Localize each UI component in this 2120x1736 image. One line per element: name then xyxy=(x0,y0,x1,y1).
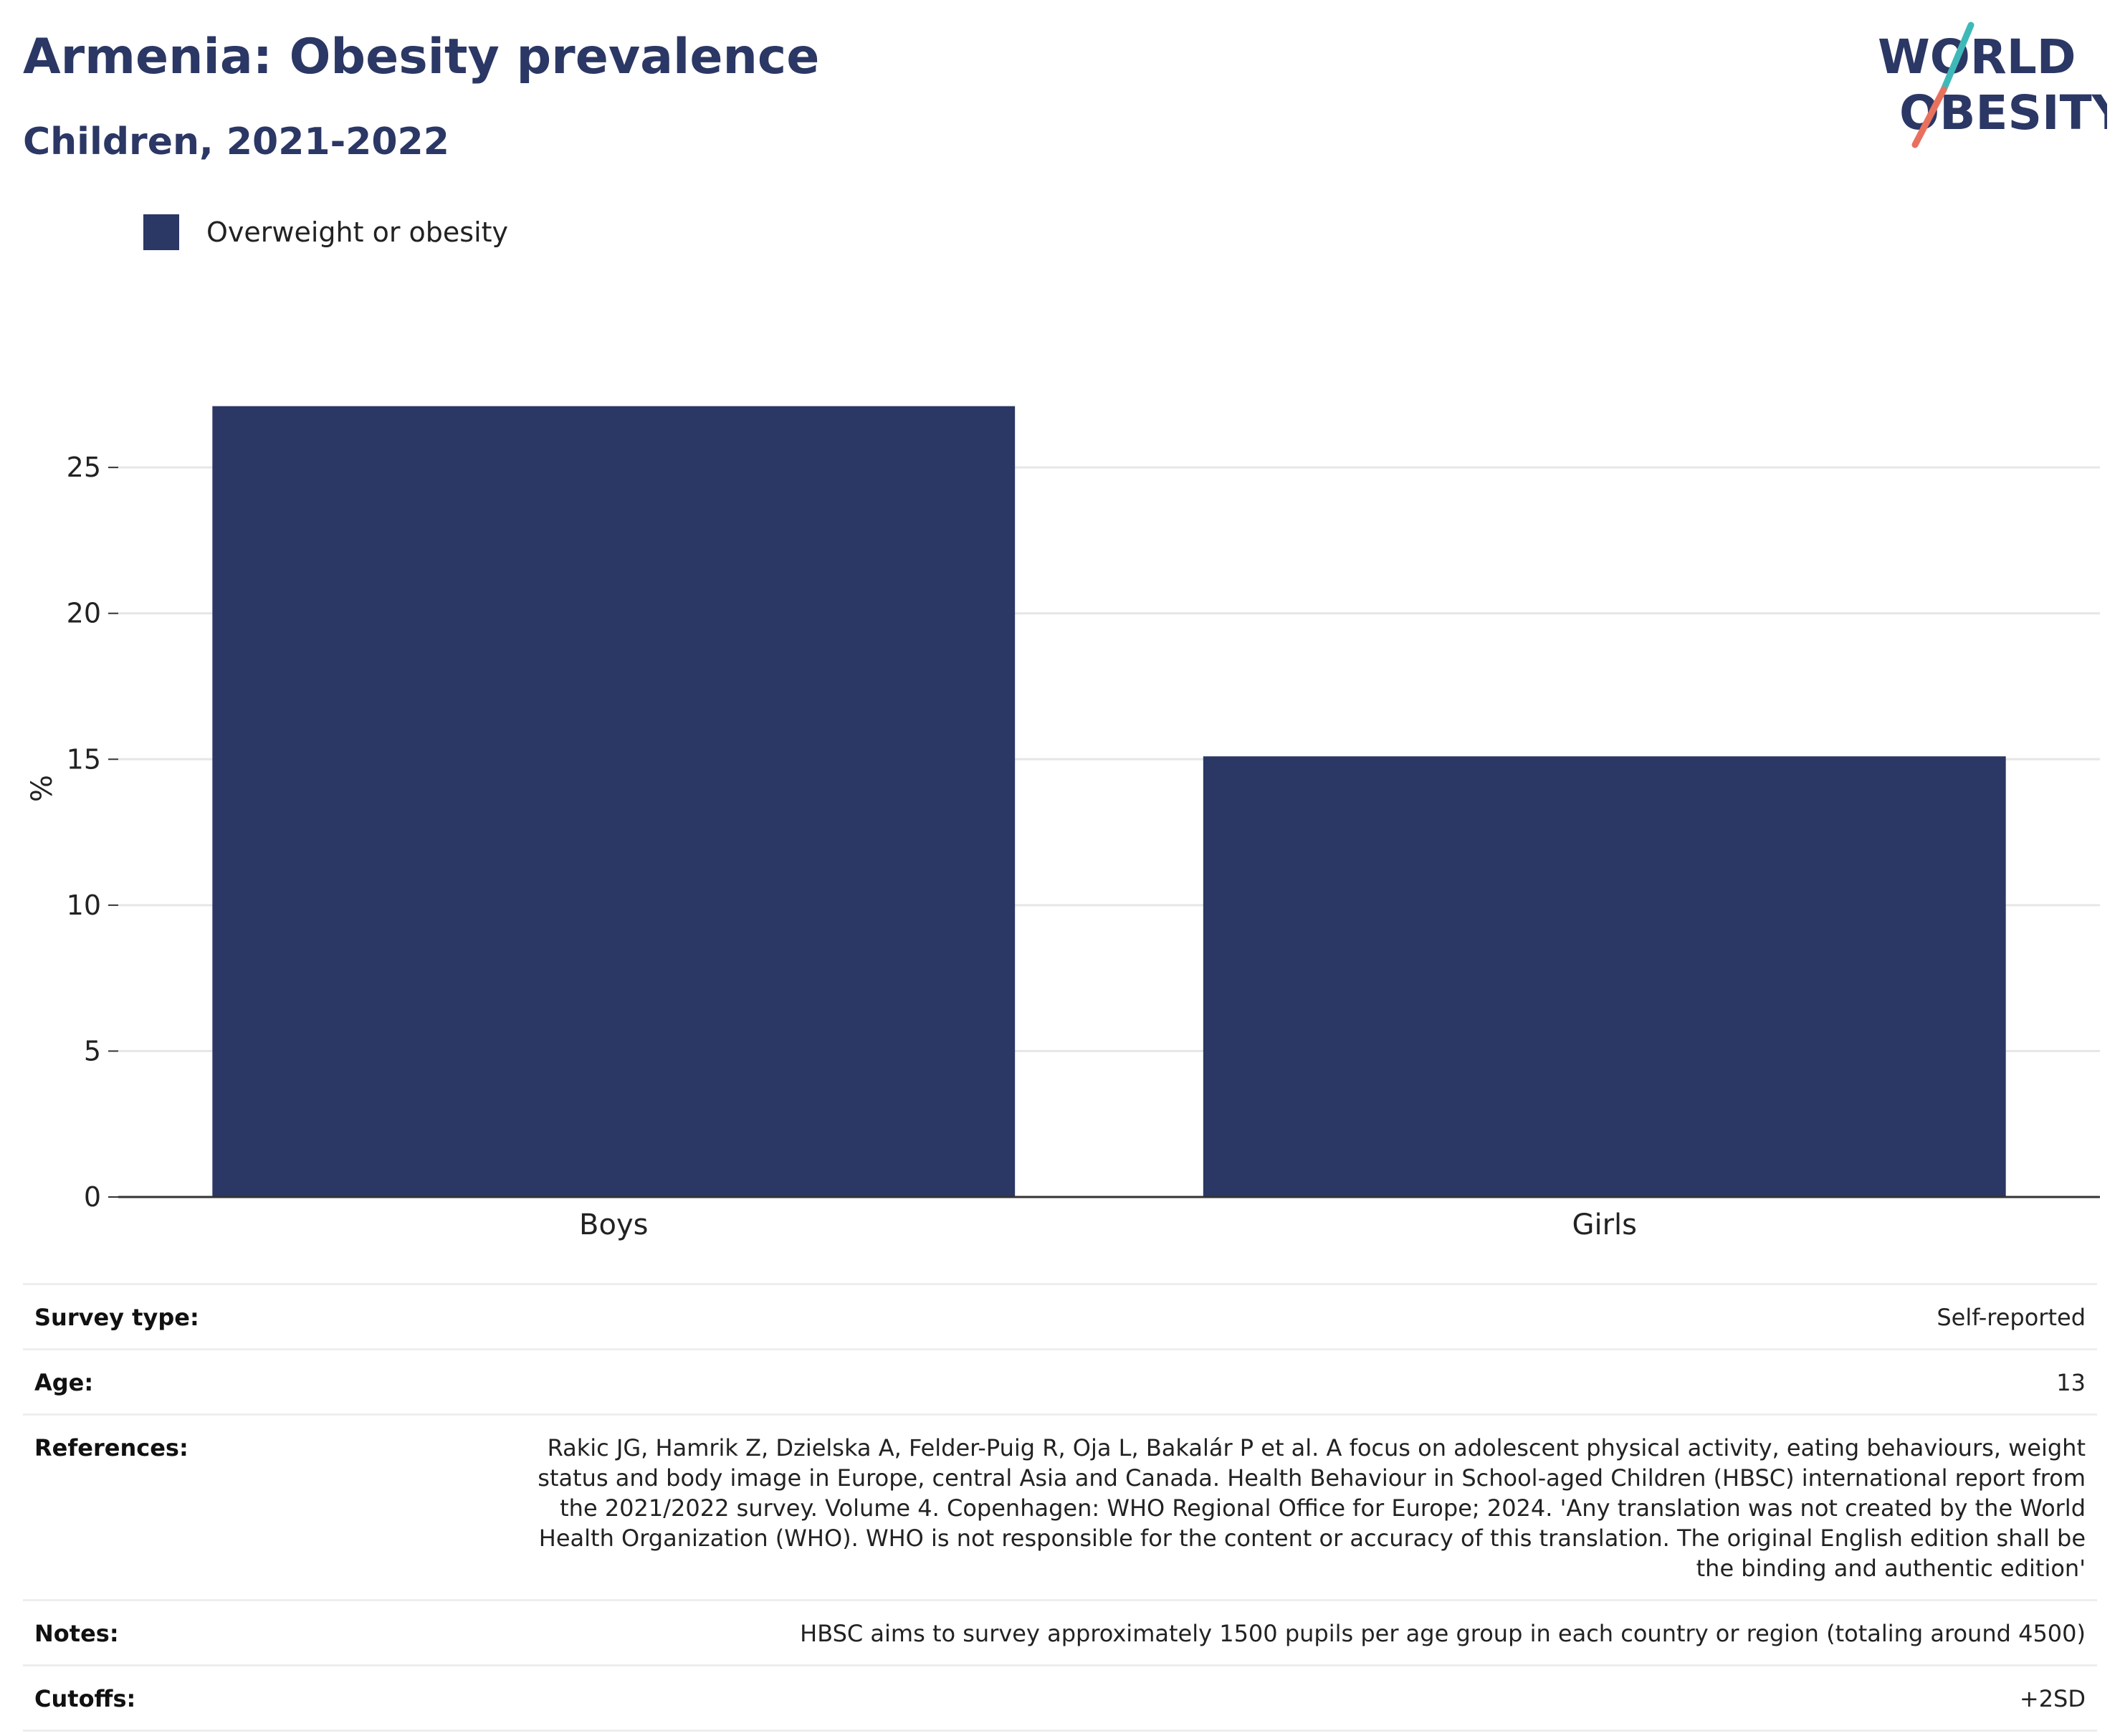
info-value: +2SD xyxy=(2019,1685,2086,1712)
y-axis-label: % xyxy=(26,775,59,802)
bar-chart: 0 5 10 15 20 25% Boys Girls xyxy=(26,406,2100,1241)
y-tick-label: 10 xyxy=(67,890,101,921)
info-label: Survey type: xyxy=(34,1304,199,1331)
y-tick-label: 20 xyxy=(67,598,101,629)
bar-girls xyxy=(1203,756,2006,1197)
x-tick-label: Girls xyxy=(1572,1208,1637,1241)
logo-slash-bottom xyxy=(1911,86,1947,148)
world-obesity-logo: WORLD OBESITY xyxy=(1878,22,2107,148)
legend-label: Overweight or obesity xyxy=(206,216,509,248)
info-row: References: Rakic JG, Hamrik Z, Dzielska … xyxy=(23,1413,2097,1599)
info-label: Notes: xyxy=(34,1620,119,1647)
bar-boys xyxy=(212,406,1016,1197)
info-value: 13 xyxy=(2056,1369,2086,1396)
info-label: References: xyxy=(34,1434,188,1461)
info-row: Notes: HBSC aims to survey approximately … xyxy=(23,1599,2097,1664)
legend-swatch xyxy=(143,214,179,250)
page-title: Armenia: Obesity prevalence xyxy=(23,29,820,85)
y-tick-label: 5 xyxy=(84,1035,101,1067)
info-label: Cutoffs: xyxy=(34,1685,136,1712)
survey-info-table: Survey type: Self-reported Age: 13 Reference… xyxy=(23,1283,2097,1732)
info-label: Age: xyxy=(34,1369,94,1396)
info-row: Survey type: Self-reported xyxy=(23,1283,2097,1348)
y-tick-label: 0 xyxy=(84,1181,101,1213)
info-row: Age: 13 xyxy=(23,1348,2097,1413)
info-value: Rakic JG, Hamrik Z, Dzielska A, Felder-P… xyxy=(538,1434,2086,1582)
info-row: Cutoffs: +2SD xyxy=(23,1664,2097,1732)
logo-slash-top xyxy=(1940,22,1975,93)
logo-line-1: WORLD xyxy=(1878,29,2076,85)
x-tick-label: Boys xyxy=(579,1208,648,1241)
info-value: Self-reported xyxy=(1937,1304,2086,1331)
y-tick-label: 15 xyxy=(67,743,101,775)
info-value: HBSC aims to survey approximately 1500 p… xyxy=(800,1620,2086,1647)
y-tick-label: 25 xyxy=(67,452,101,483)
chart-legend: Overweight or obesity xyxy=(143,212,508,252)
page-subtitle: Children, 2021-2022 xyxy=(23,120,449,163)
